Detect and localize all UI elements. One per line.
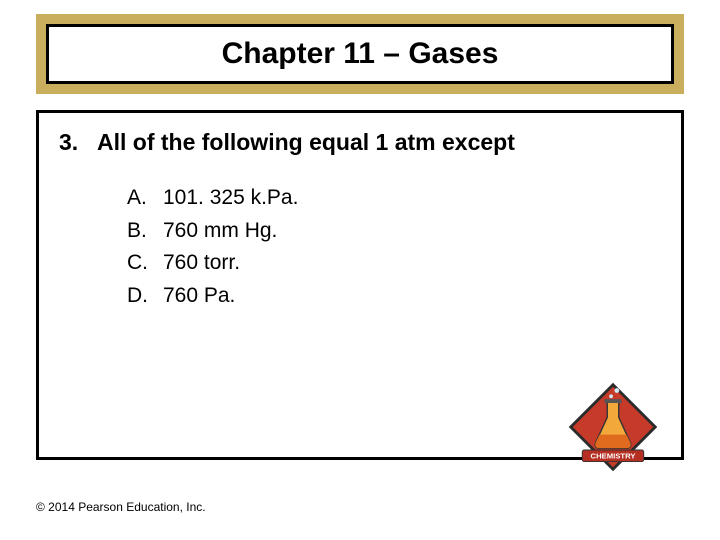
option-c: C. 760 torr. [127,247,661,280]
question-stem-row: 3. All of the following equal 1 atm exce… [59,129,661,156]
title-inner-frame: Chapter 11 – Gases [46,24,674,84]
question-frame: 3. All of the following equal 1 atm exce… [36,110,684,460]
option-a: A. 101. 325 k.Pa. [127,182,661,215]
option-text: 760 torr. [163,247,240,280]
option-letter: C. [127,247,151,280]
copyright-text: © 2014 Pearson Education, Inc. [36,500,206,514]
option-b: B. 760 mm Hg. [127,215,661,248]
option-letter: B. [127,215,151,248]
option-letter: A. [127,182,151,215]
question-number: 3. [59,129,83,156]
title-frame: Chapter 11 – Gases [36,14,684,94]
bubble-icon [609,394,613,398]
option-letter: D. [127,280,151,313]
flask-liquid [595,435,631,448]
option-text: 760 mm Hg. [163,215,277,248]
bubble-icon [614,388,619,393]
option-text: 760 Pa. [163,280,235,313]
chapter-title: Chapter 11 – Gases [222,37,499,71]
question-stem: All of the following equal 1 atm except [97,129,515,156]
chemistry-icon: CHEMISTRY [565,379,661,475]
options-list: A. 101. 325 k.Pa. B. 760 mm Hg. C. 760 t… [127,182,661,312]
banner-label: CHEMISTRY [591,452,636,461]
option-d: D. 760 Pa. [127,280,661,313]
option-text: 101. 325 k.Pa. [163,182,298,215]
flask-neck [604,399,621,403]
